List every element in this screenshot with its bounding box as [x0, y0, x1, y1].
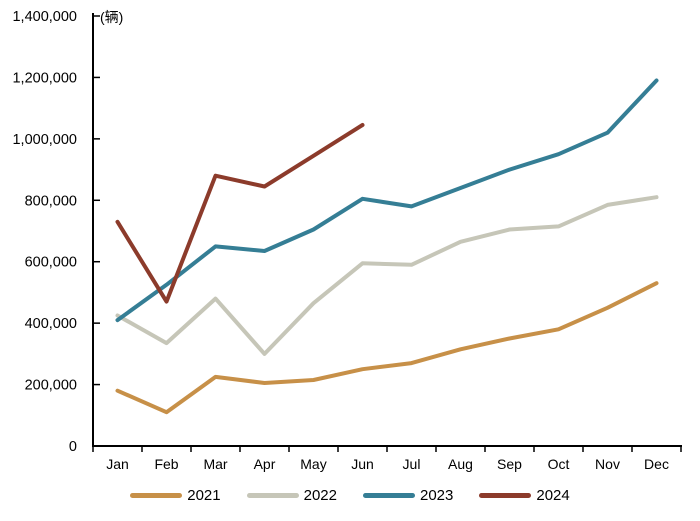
x-axis-month-label: Oct	[548, 456, 570, 472]
y-axis-tick-label: 1,400,000	[12, 9, 77, 25]
y-axis-tick-label: 600,000	[25, 255, 77, 271]
x-axis-month-label: Nov	[595, 456, 620, 472]
legend-swatch-icon	[363, 493, 415, 498]
x-axis-month-label: Sep	[497, 456, 522, 472]
x-axis-month-label: Mar	[203, 456, 227, 472]
legend-item: 2021	[130, 487, 221, 504]
legend-item: 2024	[479, 487, 570, 504]
chart-legend: 2021 2022 2023 2024	[0, 488, 700, 503]
series-line-2021	[115, 281, 659, 415]
legend-item: 2023	[363, 488, 453, 503]
x-axis-month-label: Jun	[351, 456, 374, 472]
x-axis-month-label: Jan	[106, 456, 129, 472]
y-axis-tick-label: 400,000	[25, 316, 77, 332]
legend-label: 2022	[303, 487, 337, 504]
legend-label: 2023	[420, 487, 454, 504]
y-axis-tick-label: 1,200,000	[12, 70, 77, 86]
x-axis-month-label: Apr	[254, 456, 276, 472]
x-axis-month-label: Aug	[448, 456, 473, 472]
legend-item: 2022	[246, 487, 337, 504]
x-axis-month-label: Dec	[644, 456, 669, 472]
series-line-2022	[115, 195, 659, 356]
x-axis-month-label: May	[300, 456, 326, 472]
y-axis-tick-label: 200,000	[25, 378, 77, 394]
legend-label: 2024	[536, 487, 570, 504]
series-line-2023	[115, 78, 659, 323]
series-line-2024	[115, 123, 365, 304]
legend-swatch-icon	[479, 493, 532, 498]
y-axis-unit-label: (辆)	[100, 9, 123, 25]
y-axis-tick-label: 800,000	[25, 193, 77, 209]
x-axis-month-label: Feb	[154, 456, 178, 472]
legend-label: 2021	[187, 487, 221, 504]
legend-swatch-icon	[246, 493, 299, 498]
legend-swatch-icon	[130, 493, 183, 498]
x-axis-month-label: Jul	[403, 456, 421, 472]
y-axis-tick-label: 0	[69, 439, 77, 455]
y-axis-tick-label: 1,000,000	[12, 132, 77, 148]
